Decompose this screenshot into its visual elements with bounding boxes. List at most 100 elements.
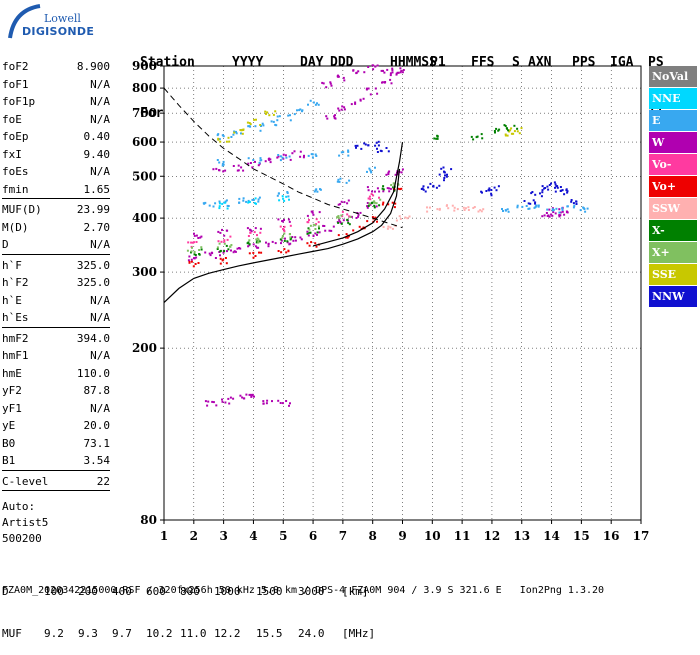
param-row: yF2 87.8 <box>2 382 110 400</box>
echo-point <box>289 238 292 241</box>
echo-point <box>336 180 339 183</box>
echo-point <box>559 214 562 217</box>
echo-point <box>559 211 562 214</box>
muf-row: MUF 9.2 9.3 9.7 10.2 11.0 12.2 15.5 24.0 [MHz] <box>0 627 375 641</box>
echo-point <box>337 74 339 77</box>
echo-point <box>222 251 225 254</box>
echo-point <box>337 107 340 110</box>
echo-point <box>516 127 519 130</box>
echo-trace <box>193 170 399 239</box>
echo-point <box>324 229 327 232</box>
echo-point <box>367 189 370 192</box>
echo-point <box>521 205 524 208</box>
echo-point <box>495 127 498 130</box>
echo-point <box>221 400 224 403</box>
legend-item: NNW <box>649 286 697 307</box>
echo-point <box>380 69 383 72</box>
echo-point <box>285 400 288 402</box>
echo-point <box>219 140 222 143</box>
echo-point <box>252 251 255 254</box>
echo-point <box>306 221 309 224</box>
echo-point <box>480 133 483 136</box>
echo-point <box>268 157 271 160</box>
echo-point <box>264 110 267 113</box>
echo-point <box>586 207 589 210</box>
echo-point <box>227 397 230 400</box>
echo-point <box>435 137 438 140</box>
param-name: B1 <box>2 454 16 467</box>
y-tick-label: 500 <box>132 169 157 183</box>
echo-point <box>248 200 251 203</box>
echo-point <box>392 186 395 189</box>
profile-lines <box>163 87 404 304</box>
echo-point <box>377 144 380 147</box>
echo-point <box>271 240 274 243</box>
echo-point <box>212 401 215 404</box>
echo-point <box>247 157 250 160</box>
echo-point <box>259 227 262 230</box>
echo-point <box>488 187 491 190</box>
echo-point <box>221 228 223 231</box>
param-row: h`E N/A <box>2 292 110 310</box>
echo-point <box>342 76 345 79</box>
echo-point <box>204 201 207 204</box>
param-row: fxI 9.40 <box>2 146 110 164</box>
echo-point <box>337 221 340 224</box>
param-row: MUF(D) 23.99 <box>2 201 110 219</box>
echo-point <box>442 166 445 169</box>
param-value: 3.54 <box>83 454 111 467</box>
echo-point <box>508 130 511 133</box>
echo-point <box>389 226 392 229</box>
echo-point <box>256 234 258 237</box>
echo-point <box>241 132 244 135</box>
echo-point <box>380 150 383 153</box>
echo-point <box>258 240 261 243</box>
echo-point <box>262 124 265 127</box>
param-value: N/A <box>90 77 110 91</box>
row-value: [MHz] <box>342 627 376 640</box>
echo-point <box>319 188 321 191</box>
param-name: foF1 <box>2 77 29 91</box>
echo-point <box>408 215 411 218</box>
echo-point <box>283 230 286 233</box>
echo-point <box>314 242 317 245</box>
echo-point <box>547 188 550 191</box>
echo-point <box>389 78 392 81</box>
echo-point <box>507 129 510 132</box>
echo-point <box>199 236 202 239</box>
echo-point <box>223 242 226 245</box>
param-row: fmin 1.65 <box>2 181 110 199</box>
echo-point <box>554 186 556 189</box>
row-value: 200 <box>78 585 98 598</box>
echo-point <box>277 154 280 156</box>
echo-point <box>348 223 351 226</box>
echo-point <box>315 218 318 221</box>
echo-point <box>255 202 257 205</box>
echo-point <box>287 195 290 198</box>
x-tick-label: 1 <box>160 529 168 543</box>
echo-point <box>223 234 226 237</box>
echo-point <box>245 200 248 203</box>
echo-point <box>215 404 218 407</box>
echo-point <box>376 187 379 190</box>
echo-point <box>333 117 336 119</box>
echo-trace <box>216 99 320 141</box>
param-value: 394.0 <box>76 331 110 345</box>
row-value: 9.7 <box>112 627 132 640</box>
echo-point <box>247 235 250 237</box>
echo-point <box>389 187 392 190</box>
echo-point <box>366 170 368 173</box>
echo-point <box>251 198 254 201</box>
param-name: h`E <box>2 293 22 307</box>
echo-point <box>447 207 450 210</box>
echo-point <box>310 241 313 244</box>
echo-point <box>561 207 564 210</box>
echo-point <box>395 219 398 222</box>
echo-point <box>371 64 374 67</box>
x-tick-label: 17 <box>633 529 650 543</box>
echo-point <box>215 167 218 170</box>
echo-point <box>330 229 333 232</box>
echo-point <box>338 109 341 112</box>
echo-point <box>237 169 240 172</box>
echo-point <box>216 246 219 249</box>
